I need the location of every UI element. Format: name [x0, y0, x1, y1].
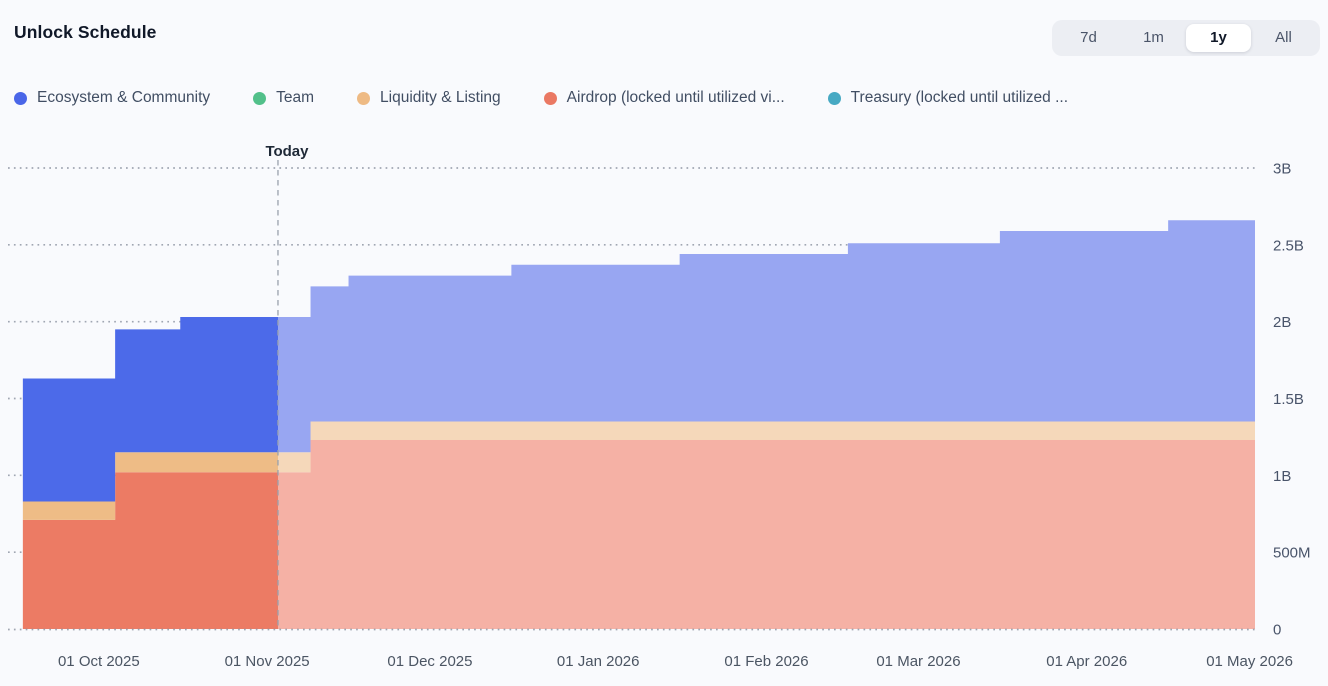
range-button-1y[interactable]: 1y: [1186, 24, 1251, 52]
x-tick-label: 01 Apr 2026: [1046, 653, 1127, 670]
range-button-1m[interactable]: 1m: [1121, 24, 1186, 52]
time-range-selector: 7d 1m 1y All: [1052, 20, 1320, 56]
legend-label: Airdrop (locked until utilized vi...: [566, 89, 785, 106]
x-tick-label: 01 Nov 2025: [225, 653, 310, 670]
legend-dot-icon: [14, 91, 27, 105]
range-button-7d[interactable]: 7d: [1056, 24, 1121, 52]
y-tick-label-1B: 1B: [1273, 468, 1291, 485]
legend-dot-icon: [543, 91, 557, 105]
area-future-ecosystem-community: [277, 220, 1255, 453]
y-tick-label-2B: 2B: [1273, 314, 1291, 331]
today-label: Today: [265, 143, 309, 160]
chart-legend: Ecosystem & Community Team Liquidity & Lis…: [14, 89, 1318, 107]
x-tick-label: 01 Jan 2026: [557, 653, 640, 670]
y-tick-label-1.5B: 1.5B: [1273, 391, 1304, 408]
legend-item-team[interactable]: Team: [253, 89, 314, 107]
legend-item-liquidity-listing[interactable]: Liquidity & Listing: [357, 89, 501, 107]
y-tick-label-500M: 500M: [1273, 545, 1311, 562]
x-tick-label: 01 Oct 2025: [58, 653, 140, 670]
y-tick-label-3B: 3B: [1273, 161, 1291, 178]
area-past-liquidity-listing: [22, 452, 278, 520]
x-tick-label: 01 May 2026: [1206, 653, 1293, 670]
y-tick-label-2.5B: 2.5B: [1273, 237, 1304, 254]
legend-dot-icon: [253, 91, 267, 105]
legend-item-ecosystem-community[interactable]: Ecosystem & Community: [14, 89, 210, 107]
x-tick-label: 01 Dec 2025: [387, 653, 472, 670]
legend-dot-icon: [357, 91, 371, 105]
area-future-liquidity-listing: [277, 421, 1255, 473]
x-tick-label: 01 Mar 2026: [876, 653, 960, 670]
range-button-all[interactable]: All: [1251, 24, 1316, 52]
unlock-schedule-chart[interactable]: Today 0 500M 1B 1.5B 2B 2.5B 3B 01 Oct 2025 01 No…: [0, 136, 1328, 686]
legend-item-treasury-locked[interactable]: Treasury (locked until utilized ...: [827, 89, 1069, 107]
legend-label: Team: [276, 89, 315, 106]
area-past-ecosystem-community: [22, 317, 278, 502]
page-title: Unlock Schedule: [14, 22, 157, 42]
area-future-airdrop-locked: [277, 439, 1255, 629]
x-tick-label: 01 Feb 2026: [724, 653, 808, 670]
legend-label: Ecosystem & Community: [37, 89, 211, 106]
legend-label: Liquidity & Listing: [380, 89, 501, 106]
legend-dot-icon: [827, 91, 841, 105]
area-past-airdrop-locked: [22, 472, 278, 629]
y-tick-label-0: 0: [1273, 622, 1281, 639]
chart-area: Today 0 500M 1B 1.5B 2B 2.5B 3B 01 Oct 2025 01 No…: [0, 136, 1328, 686]
legend-label: Treasury (locked until utilized ...: [850, 89, 1069, 106]
legend-item-airdrop-locked[interactable]: Airdrop (locked until utilized vi...: [543, 89, 785, 107]
